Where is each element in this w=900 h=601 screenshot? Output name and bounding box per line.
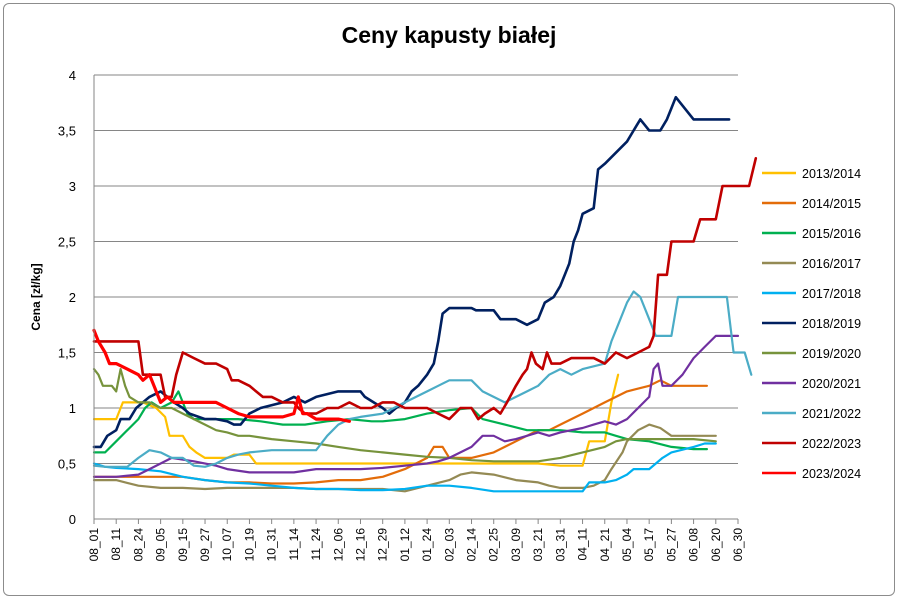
legend-label: 2021/2022 [802, 407, 861, 421]
x-tick-label: 10_31 [265, 528, 279, 562]
x-tick-label: 06_30 [731, 528, 745, 562]
x-tick-label: 08_01 [87, 528, 101, 562]
x-tick-label: 01_24 [420, 528, 434, 562]
series-line [92, 368, 717, 463]
x-tick-label: 08_24 [131, 528, 145, 562]
x-tick-label: 12_16 [353, 528, 367, 562]
y-tick-label: 1 [69, 401, 76, 416]
x-tick-label: 02_03 [442, 528, 456, 562]
y-axis-label: Cena [zł/kg] [29, 263, 43, 330]
x-tick-label: 06_08 [687, 528, 701, 562]
chart-title: Ceny kapusty białej [342, 22, 557, 48]
y-tick-label: 3,5 [58, 124, 76, 139]
x-axis-ticks: 08_01 08_11 08_24 09_05 09_15 09_27 10_07 10_19… [87, 528, 745, 562]
legend-label: 2016/2017 [802, 257, 861, 271]
x-tick-label: 11_14 [287, 528, 301, 561]
series-line [92, 442, 717, 493]
series-line [92, 373, 620, 467]
x-tick-label: 03_09 [509, 528, 523, 562]
axes [93, 75, 739, 524]
x-tick-label: 09_27 [198, 528, 212, 562]
series-lines [92, 95, 758, 493]
legend-label: 2022/2023 [802, 437, 861, 451]
x-tick-label: 03_21 [531, 528, 545, 562]
y-tick-label: 2,5 [58, 235, 76, 250]
y-tick-label: 2 [69, 290, 76, 305]
x-tick-label: 12_06 [331, 528, 345, 562]
series-line [92, 423, 717, 493]
x-tick-label: 03_31 [553, 528, 567, 562]
x-tick-label: 09_05 [154, 528, 168, 562]
x-tick-label: 04_11 [576, 528, 590, 561]
x-tick-label: 04_21 [598, 528, 612, 562]
x-tick-label: 05_17 [642, 528, 656, 562]
y-axis-ticks: 0 0,5 1 1,5 2 2,5 3 3,5 4 [58, 68, 76, 527]
legend-label: 2018/2019 [802, 317, 861, 331]
series-line [92, 290, 753, 468]
legend-label: 2023/2024 [802, 467, 861, 481]
y-tick-label: 3 [69, 179, 76, 194]
y-tick-label: 0,5 [58, 457, 76, 472]
x-tick-label: 08_11 [109, 528, 123, 561]
series-line [92, 334, 740, 478]
x-tick-label: 05_27 [664, 528, 678, 562]
legend: 2013/2014 2014/2015 2015/2016 2016/2017 2017… [762, 167, 861, 481]
legend-label: 2014/2015 [802, 197, 861, 211]
y-tick-label: 0 [69, 512, 76, 527]
y-tick-label: 4 [69, 68, 76, 83]
series-line [92, 379, 708, 485]
series-line [92, 157, 758, 421]
x-tick-label: 06_20 [709, 528, 723, 562]
legend-label: 2020/2021 [802, 377, 861, 391]
chart-frame [3, 3, 895, 596]
x-tick-label: 09_15 [176, 528, 190, 562]
legend-label: 2013/2014 [802, 167, 861, 181]
x-tick-label: 11_24 [309, 528, 323, 561]
y-tick-label: 1,5 [58, 346, 76, 361]
legend-label: 2019/2020 [802, 347, 861, 361]
x-tick-label: 10_07 [220, 528, 234, 562]
x-tick-label: 10_19 [242, 528, 256, 562]
legend-label: 2015/2016 [802, 227, 861, 241]
x-tick-label: 02_14 [465, 528, 479, 562]
series-line [92, 95, 731, 449]
legend-label: 2017/2018 [802, 287, 861, 301]
x-tick-label: 01_12 [398, 528, 412, 562]
x-tick-label: 02_25 [487, 528, 501, 562]
x-tick-label: 05_04 [620, 528, 634, 562]
series-line [92, 328, 351, 423]
x-tick-label: 12_29 [376, 528, 390, 562]
series-line [92, 390, 708, 454]
